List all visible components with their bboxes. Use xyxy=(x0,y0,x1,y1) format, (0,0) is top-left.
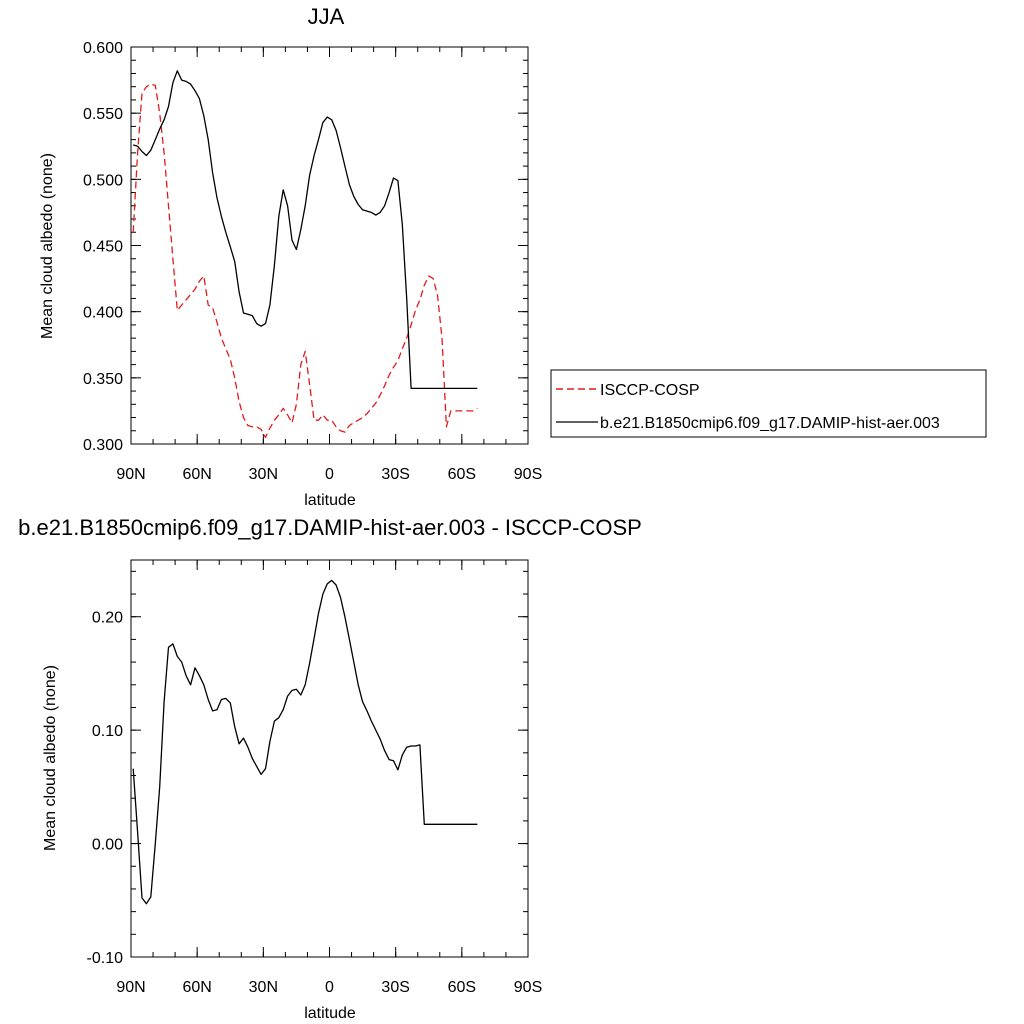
x-tick-label: 60S xyxy=(448,979,476,996)
y-axis-label: Mean cloud albedo (none) xyxy=(42,665,59,851)
legend: ISCCP-COSP b.e21.B1850cmip6.f09_g17.DAMI… xyxy=(550,369,987,438)
x-tick-label: 90S xyxy=(514,979,542,996)
chart-difference: b.e21.B1850cmip6.f09_g17.DAMIP-hist-aer.… xyxy=(18,515,642,1022)
x-tick-label: 0 xyxy=(325,466,334,483)
legend-label-model: b.e21.B1850cmip6.f09_g17.DAMIP-hist-aer.… xyxy=(600,415,940,432)
y-tick-label: 0.450 xyxy=(83,239,123,256)
y-tick-label: 0.500 xyxy=(83,172,123,189)
plot-frame xyxy=(130,559,529,958)
x-tick-label: 90S xyxy=(514,466,542,483)
y-tick-label: 0.20 xyxy=(92,610,123,627)
legend-box xyxy=(550,369,987,438)
x-tick-label: 60N xyxy=(182,466,211,483)
y-axis-label: Mean cloud albedo (none) xyxy=(39,153,56,339)
x-tick-label: 30S xyxy=(381,466,409,483)
y-tick-label: 0.550 xyxy=(83,106,123,123)
y-tick-label: 0.600 xyxy=(83,40,123,57)
plot-area: -0.10 0.00 0.10 0.20 90N 60N 30N 0 30S 60S 90S xyxy=(87,559,542,996)
y-tick-label: 0.400 xyxy=(83,305,123,322)
y-tick-label: 0.10 xyxy=(92,723,123,740)
x-tick-label: 90N xyxy=(116,466,145,483)
series-line-0 xyxy=(132,83,478,439)
y-tick-label: -0.10 xyxy=(87,950,124,967)
plot-area: 0.300 0.350 0.400 0.450 0.500 0.550 0.600 90N 60… xyxy=(83,40,542,483)
x-tick-label: 60N xyxy=(182,979,211,996)
legend-label-isccp-cosp: ISCCP-COSP xyxy=(600,382,700,399)
series-line-0 xyxy=(132,579,478,905)
chart-title: JJA xyxy=(308,4,345,29)
plot-frame xyxy=(130,46,529,445)
x-tick-label: 30N xyxy=(249,466,278,483)
x-axis-label: latitude xyxy=(304,492,356,509)
chart-jja: JJA 0.300 0.350 0.400 0.450 0.500 0.550 0.600 9… xyxy=(39,4,542,509)
x-axis-label: latitude xyxy=(304,1005,356,1022)
chart-title: b.e21.B1850cmip6.f09_g17.DAMIP-hist-aer.… xyxy=(18,515,642,540)
x-tick-label: 30N xyxy=(249,979,278,996)
x-tick-label: 60S xyxy=(448,466,476,483)
x-tick-label: 90N xyxy=(116,979,145,996)
y-tick-label: 0.00 xyxy=(92,837,123,854)
y-tick-label: 0.300 xyxy=(83,437,123,454)
y-tick-label: 0.350 xyxy=(83,371,123,388)
series-line-1 xyxy=(133,70,478,390)
x-tick-label: 0 xyxy=(325,979,334,996)
x-tick-label: 30S xyxy=(381,979,409,996)
